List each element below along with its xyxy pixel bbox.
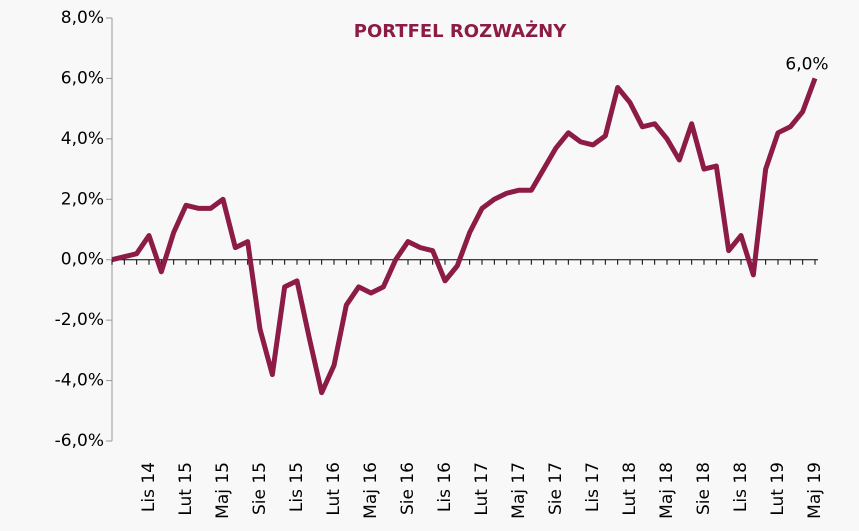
x-tick-label: Lut 17 bbox=[472, 462, 492, 516]
x-tick-label: Maj 19 bbox=[805, 462, 825, 519]
x-tick-label: Lis 15 bbox=[287, 462, 307, 512]
y-tick-label: 2,0% bbox=[61, 189, 104, 209]
x-tick-label: Sie 17 bbox=[546, 462, 566, 515]
y-tick-label: 0,0% bbox=[61, 250, 104, 270]
y-tick-label: 4,0% bbox=[61, 129, 104, 149]
x-tick-label: Maj 16 bbox=[361, 462, 381, 519]
y-tick-label: 8,0% bbox=[61, 8, 104, 28]
series-line bbox=[111, 77, 818, 396]
x-tick-label: Maj 15 bbox=[213, 462, 233, 519]
y-tick-label: -2,0% bbox=[55, 310, 104, 330]
x-tick-label: Sie 15 bbox=[250, 462, 270, 515]
chart-title: PORTFEL ROZWAŻNY bbox=[354, 20, 567, 42]
x-tick-label: Lut 19 bbox=[768, 462, 788, 516]
y-tick-label: -6,0% bbox=[55, 431, 104, 451]
x-tick-label: Lut 15 bbox=[176, 462, 196, 516]
x-tick-label: Lut 16 bbox=[324, 462, 344, 516]
x-tick-label: Lis 16 bbox=[435, 462, 455, 512]
y-tick-label: -4,0% bbox=[55, 371, 104, 391]
x-tick-label: Lis 18 bbox=[731, 462, 751, 512]
y-tick-label: 6,0% bbox=[61, 68, 104, 88]
data-label: 6,0% bbox=[785, 54, 828, 74]
x-tick-label: Maj 18 bbox=[657, 462, 677, 519]
x-tick-label: Lut 18 bbox=[620, 462, 640, 516]
x-tick-label: Sie 18 bbox=[694, 462, 714, 515]
x-tick-label: Maj 17 bbox=[509, 462, 529, 519]
x-tick-label: Sie 16 bbox=[398, 462, 418, 515]
x-tick-label: Lis 17 bbox=[583, 462, 603, 512]
x-tick-label: Lis 14 bbox=[139, 462, 159, 512]
